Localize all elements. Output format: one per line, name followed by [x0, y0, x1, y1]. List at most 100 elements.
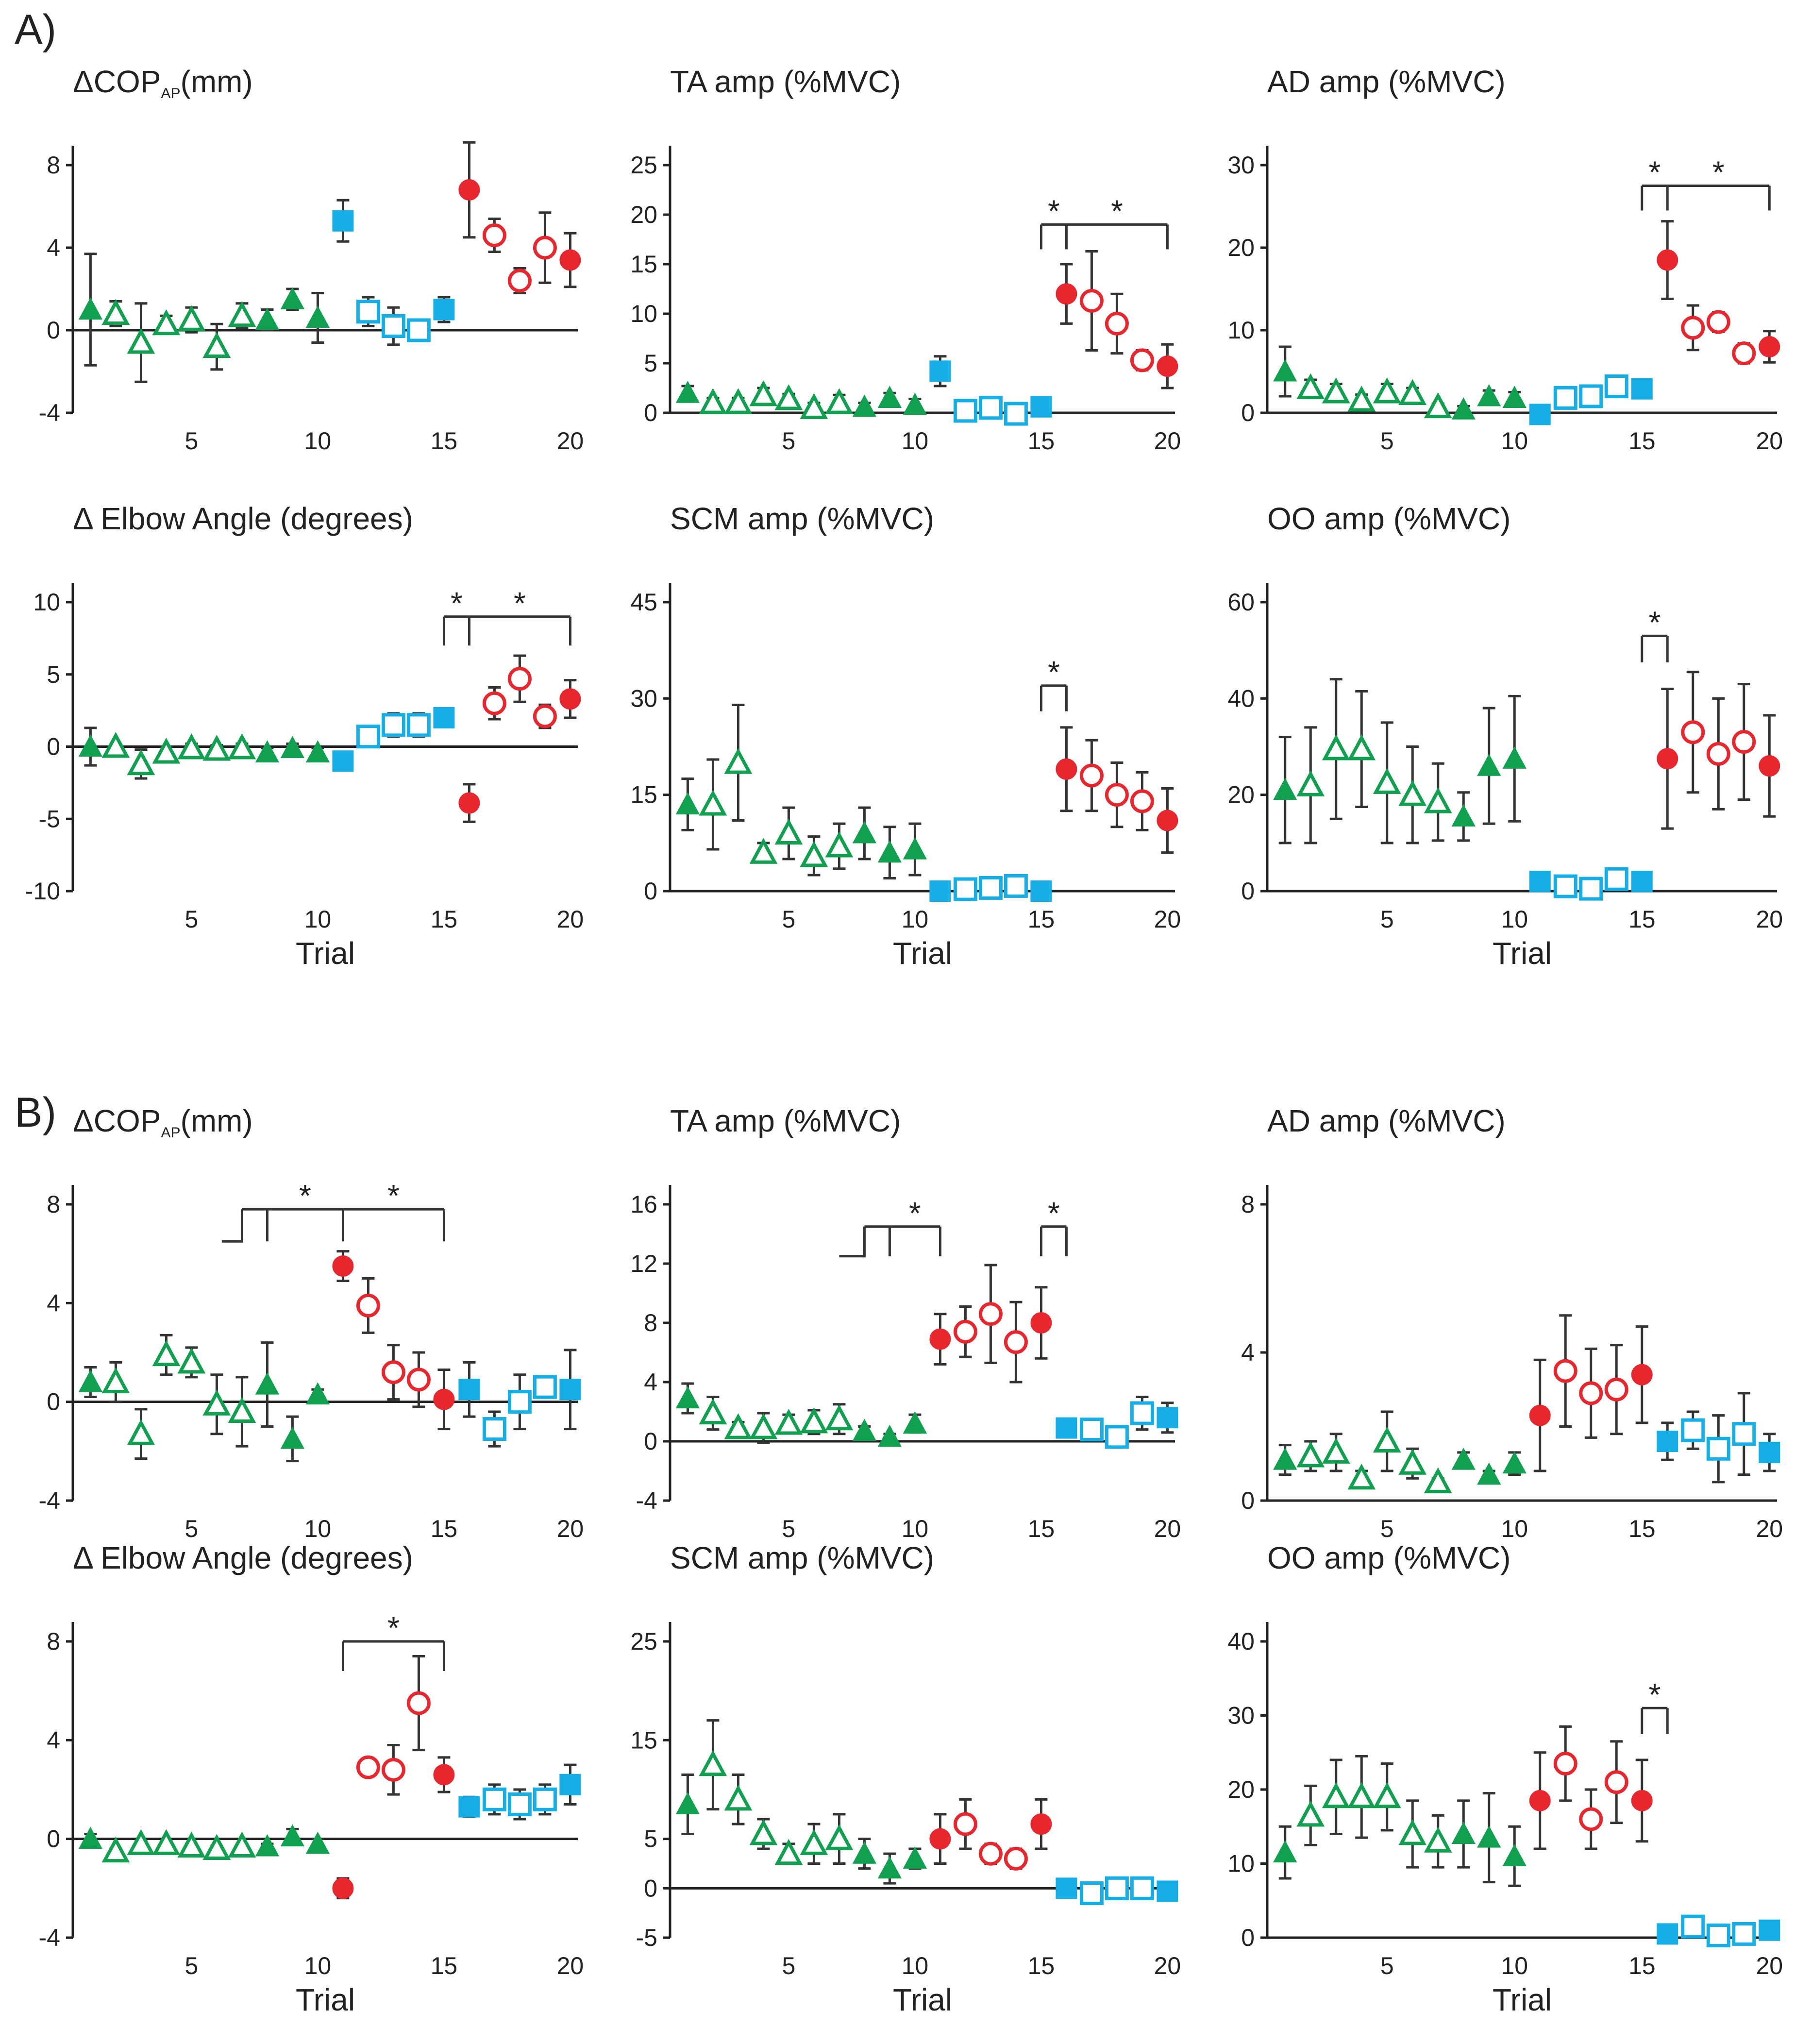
data-point-triangle [903, 837, 927, 860]
data-point-circle [1553, 1752, 1577, 1776]
data-point-circle [533, 704, 557, 728]
data-point-square [433, 707, 455, 728]
data-point-square [381, 314, 405, 338]
chart-title-suffix: (mm) [180, 1103, 252, 1138]
data-point-triangle [675, 792, 700, 815]
data-point-circle [507, 667, 532, 691]
data-point-square [381, 713, 405, 737]
data-point-triangle [1424, 392, 1452, 419]
chart-title-main: Δ Elbow Angle (degrees) [73, 1540, 413, 1575]
data-point-circle [1759, 755, 1780, 777]
x-tick-label: 15 [1028, 427, 1055, 455]
data-point-triangle [675, 1792, 700, 1815]
chart-title: SCM amp (%MVC) [670, 1540, 934, 1575]
y-tick-label: 0 [644, 399, 657, 426]
significance-star: * [1649, 605, 1661, 640]
x-tick-label: 15 [1628, 1515, 1656, 1542]
significance-bracket [1641, 634, 1669, 662]
y-tick-label: 20 [1227, 234, 1255, 261]
x-tick-label: 15 [1028, 906, 1055, 933]
data-point-triangle [78, 1826, 103, 1849]
y-tick-label: 0 [1241, 878, 1255, 905]
data-point-square [533, 1375, 557, 1399]
x-tick-label: 20 [557, 1952, 584, 1979]
x-tick-label: 5 [185, 906, 198, 933]
data-point-square [929, 360, 951, 382]
x-tick-label: 20 [1154, 1952, 1181, 1979]
data-point-circle [1553, 1359, 1577, 1383]
data-point-triangle [1347, 386, 1376, 412]
significance-star: * [299, 1178, 311, 1213]
data-point-triangle [1273, 359, 1297, 382]
data-point-square [1759, 1441, 1780, 1463]
data-point-circle [1604, 1770, 1628, 1794]
data-point-triangle [305, 740, 330, 762]
section-label-b: B) [15, 1089, 56, 1136]
y-tick-label: 10 [630, 300, 657, 327]
data-point-triangle [305, 1382, 330, 1404]
chart-title-sub: AP [161, 85, 180, 101]
significance-star: * [1048, 193, 1060, 228]
y-tick-label: 0 [47, 733, 60, 760]
significance-star: * [1712, 155, 1725, 190]
data-point-circle [433, 1388, 455, 1410]
x-tick-label: 5 [782, 906, 795, 933]
data-point-circle [978, 1302, 1003, 1326]
y-tick-label: 30 [1227, 1702, 1255, 1729]
data-point-triangle [749, 838, 778, 864]
data-point-circle [533, 236, 557, 260]
chart-title-main: OO amp (%MVC) [1267, 501, 1510, 536]
x-tick-label: 10 [1501, 1952, 1528, 1979]
data-point-triangle [675, 381, 700, 403]
data-point-square [1706, 1923, 1730, 1947]
x-tick-label: 10 [1501, 906, 1528, 933]
significance-star: * [1649, 155, 1661, 190]
data-point-triangle [1451, 1448, 1476, 1470]
chart-a-4: Δ Elbow Angle (degrees) -10 -5 0 5 10 5 10 15 20 T… [25, 501, 584, 971]
data-point-triangle [78, 297, 103, 320]
data-point-circle [1079, 288, 1104, 313]
data-point-circle [1681, 720, 1705, 744]
x-tick-label: 20 [1756, 1515, 1783, 1542]
data-point-square [1004, 402, 1028, 426]
data-point-circle [1759, 336, 1780, 357]
y-tick-label: 0 [1241, 1487, 1255, 1514]
chart-a-3: AD amp (%MVC) 0 10 20 30 5 10 15 20 * * [1227, 64, 1783, 455]
data-point-square [406, 318, 431, 342]
data-point-triangle [852, 394, 877, 417]
data-point-triangle [255, 1372, 280, 1395]
data-point-circle [1030, 1813, 1052, 1835]
chart-a-2: TA amp (%MVC) 0 5 10 15 20 25 5 10 15 20 * * [630, 64, 1181, 455]
data-point-circle [1157, 810, 1178, 831]
chart-a-6: OO amp (%MVC) 0 20 40 60 5 10 15 20 Trial * [1227, 501, 1783, 971]
y-tick-label: 40 [1227, 685, 1255, 712]
data-point-square [1631, 378, 1653, 400]
chart-b-2: TA amp (%MVC) -4 0 4 8 12 16 5 10 15 20 * * [630, 1103, 1181, 1542]
x-tick-label: 20 [1154, 1515, 1181, 1542]
significance-bracket [1641, 1706, 1669, 1734]
x-tick-label: 10 [902, 906, 929, 933]
data-point-triangle [724, 388, 753, 414]
data-point-triangle [825, 831, 854, 858]
data-point-triangle [152, 1340, 181, 1367]
data-point-circle [1631, 1364, 1653, 1385]
chart-title: SCM amp (%MVC) [670, 501, 934, 536]
data-point-triangle [877, 1856, 902, 1879]
significance-star: * [1048, 655, 1060, 690]
data-point-square [1631, 871, 1653, 893]
data-point-square [458, 1379, 480, 1401]
y-tick-label: 25 [630, 1628, 657, 1655]
data-point-triangle [202, 332, 231, 358]
data-point-circle [1681, 316, 1705, 340]
data-point-square [1553, 386, 1577, 410]
data-point-triangle [177, 733, 206, 760]
x-tick-label: 15 [431, 1952, 458, 1979]
y-tick-label: -4 [39, 1487, 60, 1514]
data-point-triangle [228, 1831, 256, 1858]
chart-title: AD amp (%MVC) [1267, 64, 1506, 99]
data-point-square [1553, 874, 1577, 898]
data-point-triangle [305, 1831, 330, 1854]
data-point-square [332, 210, 354, 232]
data-point-triangle [1296, 373, 1325, 400]
chart-title-main: ΔCOP [73, 64, 161, 99]
